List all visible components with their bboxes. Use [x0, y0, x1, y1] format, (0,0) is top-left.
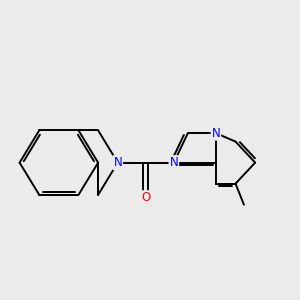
Text: N: N — [212, 127, 220, 140]
Text: O: O — [141, 191, 150, 204]
Text: N: N — [113, 156, 122, 169]
Text: N: N — [169, 156, 178, 169]
